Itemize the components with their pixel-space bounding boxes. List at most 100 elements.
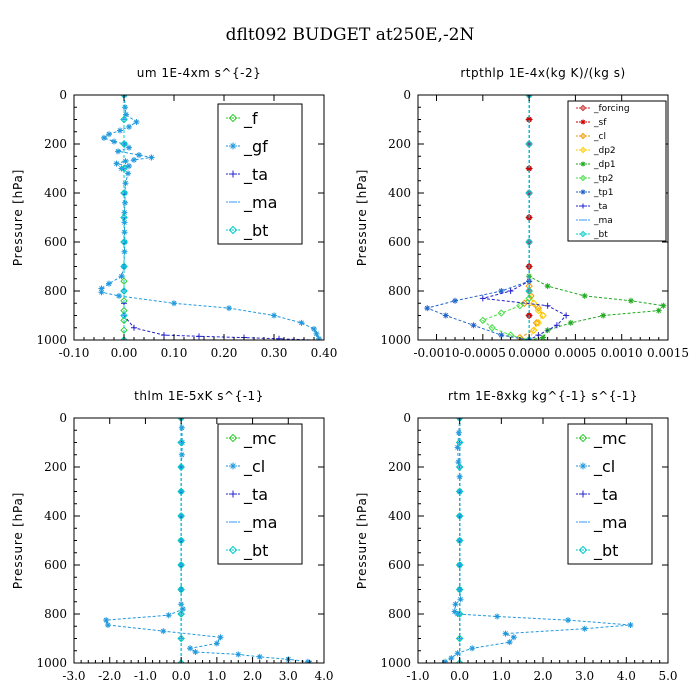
data-point_gf — [313, 330, 320, 337]
legend-marker — [580, 203, 586, 209]
data-point_bt — [177, 585, 185, 594]
panel-title: rtm 1E-8xkg kg^{-1} s^{-1} — [448, 389, 638, 403]
chart-panel-4: rtm 1E-8xkg kg^{-1} s^{-1} Pressure [hPa]… — [355, 389, 678, 683]
y-axis-label: Pressure [hPa] — [11, 492, 25, 589]
data-point_bt — [177, 438, 185, 447]
data-point_bt — [177, 659, 185, 663]
x-tick-label: 0.0 — [172, 669, 191, 683]
y-tick-label: 0 — [403, 88, 411, 102]
data-point_cl — [178, 424, 185, 431]
legend-label: _forcing — [593, 104, 630, 114]
data-point_tp1 — [452, 297, 459, 304]
legend-box — [567, 100, 667, 242]
x-tick-label: -0.10 — [59, 346, 90, 360]
data-point_tp2 — [516, 301, 524, 310]
data-point_gf — [131, 156, 137, 163]
data-point_dp2 — [539, 311, 547, 320]
legend-label: _dp1 — [593, 160, 616, 170]
y-axis-label: Pressure [hPa] — [355, 169, 369, 266]
data-point_bt — [120, 336, 128, 340]
x-tick-label: 0.20 — [211, 346, 238, 360]
y-tick-label: 400 — [388, 509, 411, 523]
legend-label: _gf — [243, 137, 268, 157]
legend-marker — [229, 142, 237, 150]
data-point_gf — [316, 335, 322, 340]
legend-label: _sf — [593, 118, 607, 128]
data-point_ta — [553, 322, 560, 329]
data-point_bt — [120, 287, 128, 295]
y-tick-label: 600 — [44, 235, 67, 249]
panel-title: rtpthlp 1E-4x(kg K)/(kg s) — [460, 66, 625, 80]
data-point_gf — [118, 273, 125, 280]
data-point_bt — [525, 189, 533, 197]
data-point_cl — [178, 451, 185, 458]
y-axis-label: Pressure [hPa] — [11, 169, 25, 266]
x-tick-label: 0.00 — [111, 346, 138, 360]
data-point_bt — [177, 561, 185, 569]
data-point_dp1 — [567, 319, 574, 326]
data-point_cl — [235, 651, 242, 658]
data-point_gf — [122, 104, 128, 111]
legend-label: _ta — [593, 485, 618, 505]
data-point_tp2 — [479, 316, 487, 325]
legend-label: _bt — [243, 541, 268, 561]
data-point_sf — [526, 116, 533, 123]
legend-marker — [579, 104, 587, 112]
x-tick-label: 0.0 — [450, 669, 469, 683]
data-point_bt — [120, 164, 128, 173]
data-point_gf — [98, 289, 105, 296]
y-tick-label: 200 — [388, 137, 411, 151]
data-point_dp1 — [660, 302, 667, 309]
data-point_dp2 — [530, 299, 538, 307]
data-point_ta — [196, 333, 202, 340]
y-tick-label: 600 — [388, 235, 411, 249]
data-point_tp1 — [498, 332, 505, 339]
legend-label: _ma — [593, 513, 627, 533]
data-point_bt — [455, 438, 464, 447]
legend-marker — [229, 170, 237, 178]
data-point_dp1 — [544, 283, 551, 290]
y-tick-label: 800 — [44, 284, 67, 298]
data-point_cl — [454, 444, 461, 451]
legend-marker — [579, 146, 587, 154]
legend-label: _ta — [243, 485, 268, 505]
data-point_gf — [136, 152, 142, 159]
data-point_bt — [177, 487, 185, 496]
data-point_gf — [117, 127, 123, 134]
data-point_dp2 — [534, 306, 543, 315]
x-tick-label: 0.10 — [161, 346, 188, 360]
data-point_bt — [120, 140, 128, 148]
data-point_bt — [455, 585, 464, 594]
data-point_gf — [126, 123, 132, 130]
data-point_gf — [98, 285, 105, 292]
data-point_ta — [563, 312, 570, 319]
data-point_cl — [187, 645, 194, 652]
data-point_tp1 — [424, 305, 431, 312]
x-tick-label: 0.30 — [261, 346, 288, 360]
legend-label: _ta — [243, 165, 268, 185]
panel-title: thlm 1E-5xK s^{-1} — [134, 389, 264, 403]
data-point_cl — [494, 613, 501, 620]
data-point_bt — [455, 463, 464, 471]
data-point_bt — [455, 536, 464, 545]
data-point_gf — [116, 292, 122, 299]
data-point_gf — [122, 199, 128, 206]
data-point_gf — [101, 134, 107, 141]
legend-label: _ma — [243, 193, 277, 213]
legend-label: _tp2 — [593, 174, 613, 184]
data-point_bt — [120, 311, 128, 320]
data-point_dp1 — [581, 292, 588, 299]
data-point_bt — [455, 561, 464, 569]
y-tick-label: 0 — [403, 411, 411, 425]
data-point_tp1 — [470, 322, 477, 329]
data-point_cl — [213, 640, 220, 647]
legend-marker — [578, 545, 588, 555]
legend-label: _dp2 — [593, 146, 616, 156]
data-point_gf — [111, 138, 117, 145]
y-tick-label: 1000 — [36, 333, 67, 347]
data-point_cl — [217, 634, 224, 641]
data-point_f — [120, 326, 128, 334]
data-point_gf — [126, 144, 132, 151]
data-point_bt — [120, 115, 128, 124]
